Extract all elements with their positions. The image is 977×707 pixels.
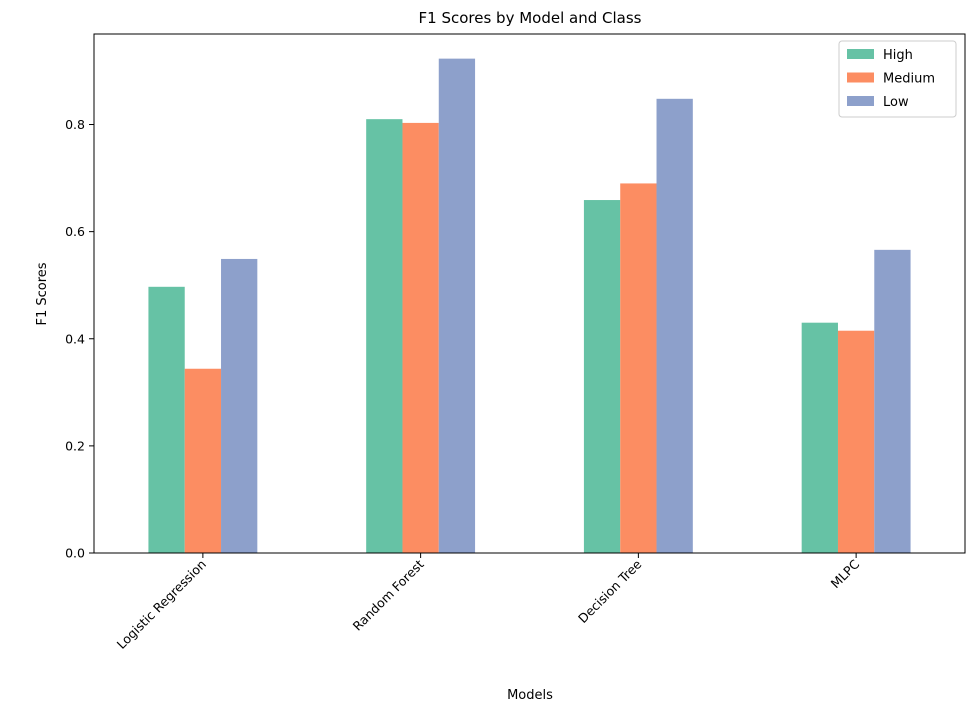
axes-frame [93, 33, 966, 554]
bar-medium-decision-tree [620, 183, 657, 553]
y-tick-label: 0.4 [65, 331, 85, 346]
legend-label-low: Low [883, 95, 909, 110]
y-tick-label: 0.8 [65, 117, 85, 132]
bar-high-logistic-regression [148, 286, 185, 553]
bar-low-decision-tree [656, 98, 693, 553]
chart-title: F1 Scores by Model and Class [419, 9, 642, 27]
legend-swatch-high [847, 49, 874, 59]
legend: High Medium Low [838, 40, 957, 118]
y-tick-label: 0.6 [65, 224, 85, 239]
legend-label-medium: Medium [883, 72, 935, 87]
bar-high-decision-tree [583, 200, 621, 554]
bar-low-random-forest [438, 58, 476, 553]
legend-swatch-low [847, 96, 874, 106]
y-tick-label: 0.2 [65, 438, 85, 453]
x-tick-label: Logistic Regression [114, 557, 209, 652]
bar-low-mlpc [874, 249, 911, 553]
x-axis-ticks: Logistic Regression Random Forest Decision… [114, 553, 863, 652]
bar-low-logistic-regression [221, 258, 258, 553]
plot-area: 0.0 0.2 0.4 0.6 0.8 Logistic Regression Random… [65, 33, 966, 652]
x-tick-label: Random Forest [350, 556, 427, 633]
x-axis-label: Models [507, 688, 553, 703]
bar-high-mlpc [801, 322, 838, 553]
bar-medium-mlpc [837, 330, 875, 553]
y-axis-ticks: 0.0 0.2 0.4 0.6 0.8 [65, 117, 94, 561]
y-axis-label: F1 Scores [35, 262, 50, 325]
legend-swatch-medium [847, 72, 874, 83]
legend-label-high: High [883, 48, 913, 63]
y-tick-label: 0.0 [65, 546, 85, 561]
x-tick-label: Decision Tree [575, 556, 645, 626]
bar-medium-random-forest [402, 122, 439, 553]
bars [148, 58, 911, 554]
x-tick-label: MLPC [828, 556, 863, 591]
bar-medium-logistic-regression [184, 368, 222, 553]
bar-high-random-forest [366, 119, 403, 553]
